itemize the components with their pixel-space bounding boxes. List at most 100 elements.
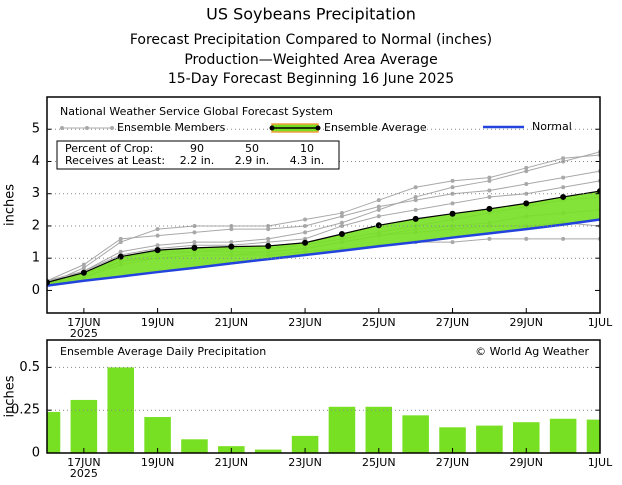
member-point bbox=[561, 175, 566, 180]
member-point bbox=[266, 227, 271, 232]
x-tick-label: 21JUN bbox=[215, 456, 249, 469]
normal-line bbox=[47, 218, 600, 287]
member-point bbox=[450, 178, 455, 183]
x-tick-label: 1JUL bbox=[588, 316, 613, 329]
x-tick-label: 23JUN bbox=[288, 316, 322, 329]
crop-table-cell: Percent of Crop: bbox=[65, 142, 153, 155]
average-point bbox=[228, 243, 235, 250]
y-tick-label: 1 bbox=[32, 251, 40, 266]
plot-frame bbox=[46, 339, 601, 454]
average-point bbox=[191, 244, 198, 251]
x-tick-label: 17JUN bbox=[67, 456, 101, 469]
member-point bbox=[450, 201, 455, 206]
member-point bbox=[376, 214, 381, 219]
member-point bbox=[487, 188, 492, 193]
member-point bbox=[450, 240, 455, 245]
y-tick-label: 4 bbox=[32, 154, 40, 169]
member-point bbox=[118, 249, 123, 254]
plot-area bbox=[47, 149, 600, 287]
credit: © World Ag Weather bbox=[475, 345, 589, 358]
x-tick-label: 25JUN bbox=[362, 456, 396, 469]
member-point bbox=[81, 262, 86, 267]
member-point bbox=[155, 227, 160, 232]
legend-average-point bbox=[269, 125, 275, 131]
x-year-label: 2025 bbox=[70, 467, 98, 480]
average-point bbox=[338, 231, 345, 238]
crop-table-cell: 2.2 in. bbox=[180, 154, 215, 167]
member-point bbox=[303, 223, 308, 228]
y-tick-label: 0.25 bbox=[11, 403, 40, 418]
legend-label: Normal bbox=[532, 120, 572, 133]
average-point bbox=[560, 193, 567, 200]
average-point bbox=[265, 242, 272, 249]
legend-member-point bbox=[110, 126, 114, 130]
average-point bbox=[302, 239, 309, 246]
member-line bbox=[47, 180, 600, 282]
member-point bbox=[81, 265, 86, 270]
x-tick-label: 25JUN bbox=[362, 316, 396, 329]
member-point bbox=[487, 175, 492, 180]
member-point bbox=[376, 204, 381, 209]
bar bbox=[291, 435, 319, 453]
panel-title: Ensemble Average Daily Precipitation bbox=[60, 345, 266, 358]
average-point bbox=[523, 200, 530, 207]
bar bbox=[254, 449, 282, 453]
member-line bbox=[47, 154, 600, 285]
y-tick-label: 0.5 bbox=[19, 360, 40, 375]
member-point bbox=[561, 185, 566, 190]
crop-table-box bbox=[56, 140, 340, 170]
member-point bbox=[450, 185, 455, 190]
subtitle: 15-Day Forecast Beginning 16 June 2025 bbox=[168, 71, 454, 87]
title: US Soybeans Precipitation bbox=[206, 5, 416, 24]
member-point bbox=[339, 214, 344, 219]
member-point bbox=[376, 198, 381, 203]
x-tick-label: 27JUN bbox=[436, 456, 470, 469]
member-point bbox=[413, 185, 418, 190]
crop-table-cell: 50 bbox=[245, 142, 259, 155]
member-point bbox=[561, 156, 566, 161]
member-point bbox=[303, 236, 308, 241]
member-point bbox=[413, 198, 418, 203]
average-point bbox=[80, 269, 87, 276]
member-point bbox=[524, 236, 529, 241]
bar bbox=[144, 417, 171, 453]
x-tick-label: 1JUL bbox=[588, 456, 613, 469]
y-axis-label: inches bbox=[3, 184, 18, 226]
bar bbox=[328, 406, 356, 453]
x-tick-label: 29JUN bbox=[510, 316, 544, 329]
member-line bbox=[47, 170, 600, 282]
member-point bbox=[487, 178, 492, 183]
x-tick-label: 23JUN bbox=[288, 456, 322, 469]
x-tick-label: 27JUN bbox=[436, 316, 470, 329]
member-point bbox=[376, 207, 381, 212]
member-point bbox=[192, 240, 197, 245]
member-point bbox=[303, 230, 308, 235]
x-tick-label: 21JUN bbox=[215, 316, 249, 329]
crop-table-cell: Receives at Least: bbox=[65, 154, 165, 167]
member-point bbox=[192, 223, 197, 228]
bar bbox=[181, 439, 208, 453]
member-point bbox=[487, 194, 492, 199]
member-point bbox=[266, 223, 271, 228]
y-tick-label: 0 bbox=[32, 446, 40, 461]
x-tick-label: 17JUN bbox=[67, 316, 101, 329]
member-point bbox=[413, 194, 418, 199]
member-point bbox=[524, 191, 529, 196]
member-line bbox=[47, 151, 600, 285]
legend-member-point bbox=[60, 126, 64, 130]
member-point bbox=[118, 240, 123, 245]
member-point bbox=[487, 236, 492, 241]
bar bbox=[549, 418, 577, 453]
member-point bbox=[339, 211, 344, 216]
plot-frame bbox=[46, 96, 601, 314]
average-point bbox=[449, 210, 456, 217]
member-point bbox=[266, 240, 271, 245]
member-point bbox=[524, 182, 529, 187]
y-tick-label: 2 bbox=[32, 218, 40, 233]
bar bbox=[586, 419, 600, 453]
legend-average-point bbox=[315, 125, 321, 131]
member-point bbox=[524, 165, 529, 170]
subtitle: Production—Weighted Area Average bbox=[184, 52, 437, 68]
crop-table-cell: 2.9 in. bbox=[235, 154, 270, 167]
